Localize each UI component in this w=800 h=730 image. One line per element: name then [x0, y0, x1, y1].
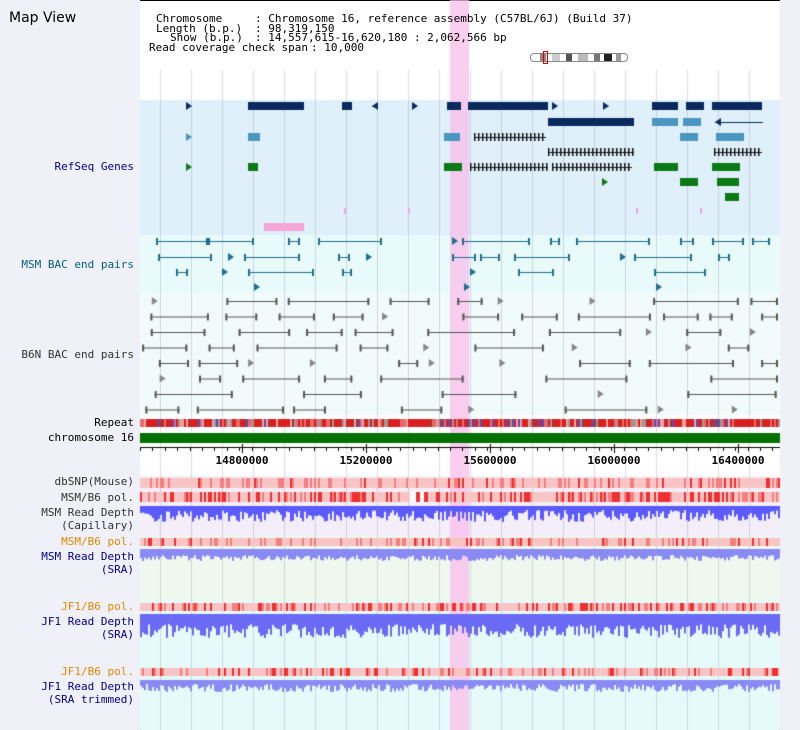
- chromosome-label: Chromosome: [156, 12, 223, 25]
- track-label-repeat[interactable]: Repeat: [94, 416, 134, 429]
- track-label-jf1-pol-2[interactable]: JF1/B6 pol.: [61, 665, 134, 678]
- track-label-msm-depth-sra-2: (SRA): [100, 563, 134, 576]
- axis-tick-label: 15600000: [463, 454, 517, 467]
- coverage-value: : 10,000: [311, 41, 364, 54]
- track-label-refseq[interactable]: RefSeq Genes: [54, 160, 134, 173]
- show-label: Show (b.p.): [170, 31, 243, 44]
- track-label-msm-pol-2[interactable]: MSM/B6 pol.: [61, 535, 134, 548]
- track-label-b6n-bac[interactable]: B6N BAC end pairs: [21, 348, 134, 361]
- track-label-msm-depth-cap-2: (Capillary): [61, 519, 134, 532]
- ideogram-position-marker: [543, 51, 548, 64]
- coverage-label: Read coverage check span: [149, 41, 308, 54]
- chromosome-ideogram[interactable]: [530, 51, 628, 64]
- track-label-msm-depth-cap-1[interactable]: MSM Read Depth: [41, 506, 134, 519]
- axis-tick-label: 14800000: [215, 454, 269, 467]
- page-title: Map View: [9, 10, 77, 26]
- track-label-jf1-pol[interactable]: JF1/B6 pol.: [61, 600, 134, 613]
- track-label-msm-depth-sra-1[interactable]: MSM Read Depth: [41, 550, 134, 563]
- length-label: Length (b.p.): [156, 22, 243, 35]
- track-label-dbsnp[interactable]: dbSNP(Mouse): [54, 475, 134, 488]
- axis-tick-label: 16000000: [587, 454, 641, 467]
- track-label-chromosome: chromosome 16: [47, 431, 134, 444]
- track-label-jf1-depth-sra-1[interactable]: JF1 Read Depth: [41, 615, 134, 628]
- chromosome-value: : Chromosome 16, reference assembly (C57…: [255, 12, 633, 25]
- track-label-jf1-depth-trim-2: (SRA trimmed): [47, 693, 134, 706]
- show-value: : 14,557,615-16,620,180 : 2,062,566 bp: [255, 31, 507, 44]
- track-label-jf1-depth-sra-2: (SRA): [100, 628, 134, 641]
- track-label-msm-bac[interactable]: MSM BAC end pairs: [21, 258, 134, 271]
- length-value: : 98,319,150: [255, 22, 335, 35]
- axis-tick-label: 16400000: [711, 454, 765, 467]
- track-label-jf1-depth-trim-1[interactable]: JF1 Read Depth: [41, 680, 134, 693]
- track-label-msm-pol[interactable]: MSM/B6 pol.: [61, 491, 134, 504]
- axis-tick-label: 15200000: [339, 454, 393, 467]
